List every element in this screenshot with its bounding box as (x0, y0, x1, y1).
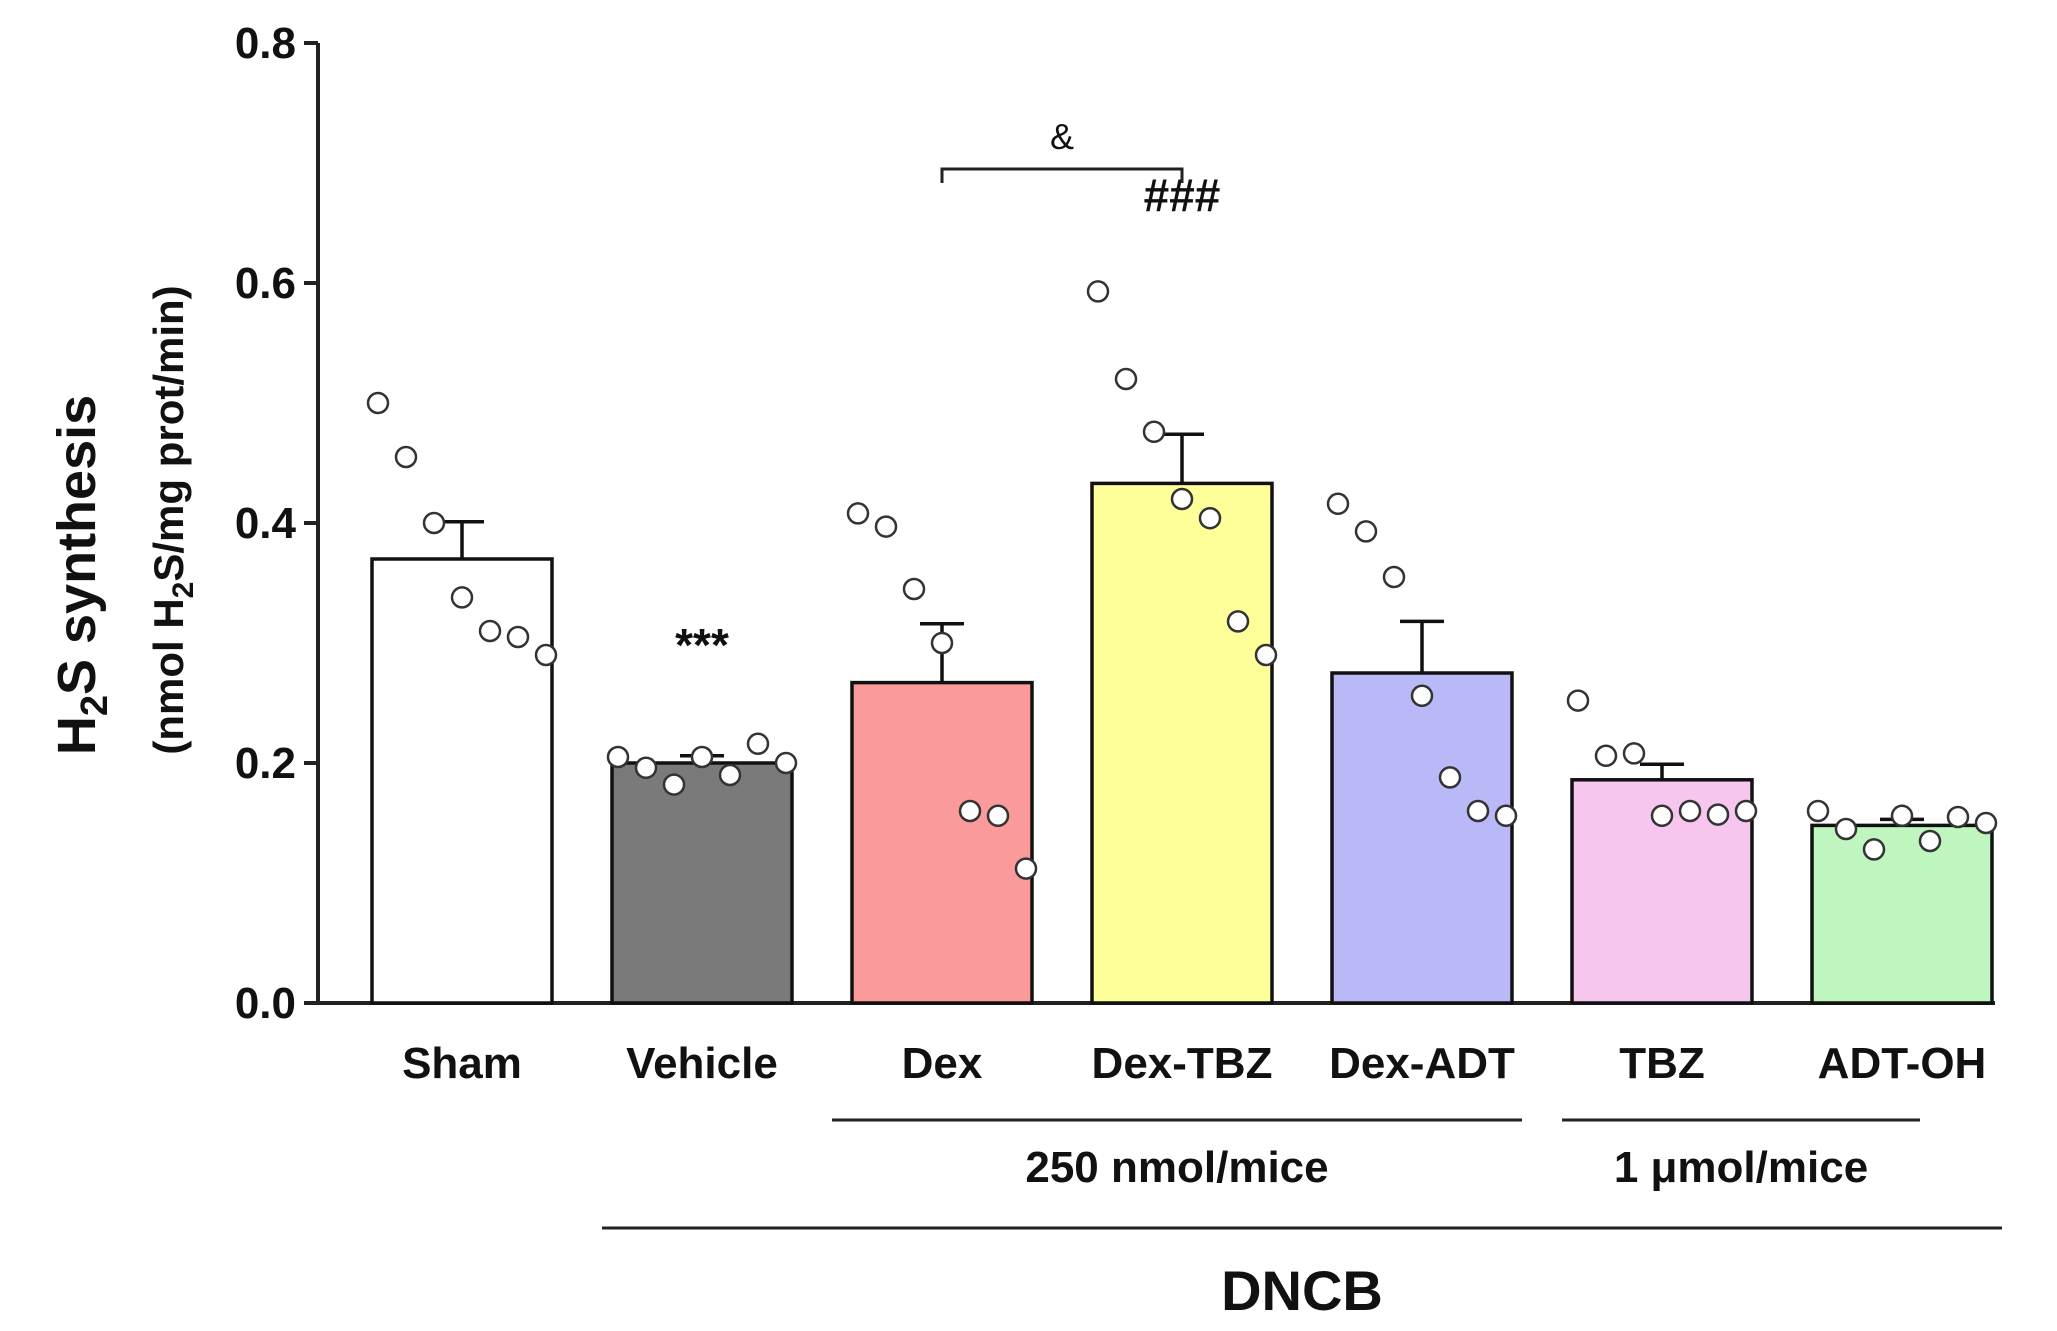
data-point (1622, 742, 1646, 765)
category-label-tbz: TBZ (1619, 1039, 1705, 1088)
data-point (1946, 805, 1970, 829)
data-point (1114, 367, 1138, 391)
data-point (506, 625, 530, 649)
data-point (1086, 280, 1110, 303)
y-tick-label: 0.8 (235, 19, 296, 68)
comparison-marker: & (1050, 116, 1074, 157)
y-tick-label: 0.2 (235, 739, 296, 788)
data-point (902, 577, 926, 601)
y-tick-label: 0.4 (235, 499, 297, 548)
bar-dex-adt (1330, 671, 1514, 1005)
category-label-dex-adt: Dex-ADT (1329, 1039, 1515, 1088)
group-label: 1 μmol/mice (1614, 1143, 1868, 1192)
data-point (718, 763, 742, 787)
data-point (1594, 744, 1618, 768)
y-axis-units-part: (nmol H (145, 598, 192, 754)
data-point (1890, 804, 1914, 828)
data-point (422, 511, 446, 535)
data-point (1014, 857, 1038, 880)
significance-marker: *** (675, 619, 729, 671)
data-point (634, 756, 658, 780)
data-point (1862, 838, 1886, 861)
y-tick-label: 0.6 (235, 259, 296, 308)
data-point (394, 445, 418, 469)
y-axis-units-subscript: 2 (167, 582, 200, 599)
data-point (1198, 506, 1222, 530)
data-point (1466, 799, 1490, 823)
category-label-adt-oh: ADT-OH (1818, 1039, 1987, 1088)
data-point (846, 502, 870, 525)
data-point (746, 732, 770, 756)
data-point (1382, 565, 1406, 589)
data-point (1170, 487, 1194, 511)
data-point (1734, 799, 1758, 823)
data-point (1678, 799, 1702, 823)
data-point (1142, 420, 1166, 444)
bar-dex (850, 680, 1034, 1005)
y-axis-units: (nmol H2S/mg prot/min) (145, 285, 200, 754)
data-point (1706, 803, 1730, 826)
data-point (1650, 804, 1674, 828)
category-label-sham: Sham (402, 1039, 522, 1088)
data-point (958, 799, 982, 823)
data-point (1566, 689, 1590, 712)
data-point (1974, 811, 1998, 835)
y-axis-title-part: H (47, 716, 107, 755)
comparison-bracket (940, 167, 1184, 183)
data-point (1806, 799, 1830, 823)
data-point (366, 391, 390, 415)
data-point (1918, 829, 1942, 853)
data-point (450, 586, 474, 609)
bar-adt-oh (1810, 823, 1994, 1005)
data-point (774, 751, 798, 775)
data-point (1834, 817, 1858, 841)
data-point (986, 804, 1010, 828)
data-point (1226, 610, 1250, 633)
category-label-dex-tbz: Dex-TBZ (1092, 1039, 1273, 1088)
bar-sham (370, 557, 554, 1005)
data-point (690, 745, 714, 769)
y-axis-title-subscript: 2 (74, 695, 116, 716)
data-point (606, 745, 630, 769)
group-label: DNCB (1221, 1259, 1383, 1322)
bar-dex-tbz (1090, 481, 1274, 1005)
data-point (930, 631, 954, 655)
group-label: 250 nmol/mice (1025, 1143, 1328, 1192)
category-label-dex: Dex (902, 1039, 983, 1088)
data-point (874, 515, 898, 538)
data-point (478, 619, 502, 643)
data-point (1438, 766, 1462, 789)
y-axis-units-part: S/mg prot/min) (145, 285, 192, 581)
data-point (1326, 492, 1350, 516)
bar-vehicle (610, 761, 794, 1005)
category-label-vehicle: Vehicle (626, 1039, 778, 1088)
data-point (662, 773, 686, 796)
y-axis-title: H2S synthesis (47, 395, 116, 755)
y-tick-label: 0.0 (235, 979, 296, 1028)
y-axis-title-part: S synthesis (47, 395, 107, 695)
data-point (534, 643, 558, 667)
data-point (1354, 520, 1378, 543)
data-point (1494, 804, 1518, 828)
data-point (1254, 643, 1278, 667)
data-point (1410, 684, 1434, 708)
